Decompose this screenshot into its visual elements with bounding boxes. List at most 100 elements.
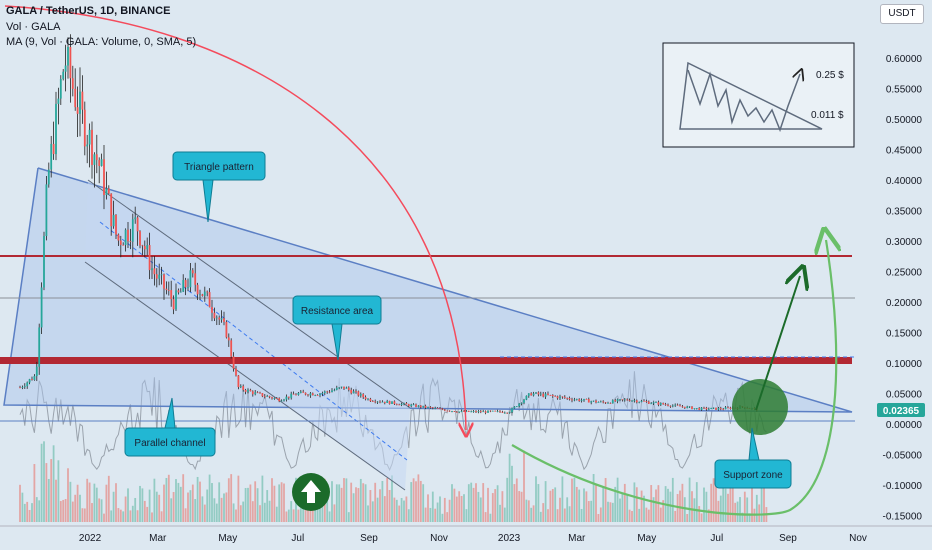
x-tick-label: Jul xyxy=(710,533,723,544)
volume-bar xyxy=(31,503,33,522)
candle-body xyxy=(328,391,331,393)
volume-bar xyxy=(467,484,470,522)
volume-bar xyxy=(417,474,420,522)
candle-body xyxy=(194,273,197,285)
volume-bar xyxy=(290,501,293,522)
volume-bar xyxy=(520,491,523,522)
volume-bar xyxy=(458,491,461,522)
volume-bar xyxy=(647,509,650,522)
candle-body xyxy=(429,406,432,408)
volume-bar xyxy=(679,490,681,522)
candle-body xyxy=(549,394,552,396)
candle-body xyxy=(287,396,290,398)
currency-button[interactable]: USDT xyxy=(880,4,924,24)
candle-body xyxy=(335,387,338,390)
volume-bar xyxy=(539,511,542,522)
candle-body xyxy=(611,400,614,404)
candle-body xyxy=(676,404,679,406)
candle-body xyxy=(350,389,353,394)
candle-body xyxy=(278,398,281,402)
volume-bar xyxy=(278,484,281,522)
candle-body xyxy=(542,393,545,397)
candle-body xyxy=(448,410,451,412)
symbol-title[interactable]: GALA / TetherUS, 1D, BINANCE xyxy=(6,5,171,17)
volume-bar xyxy=(623,483,626,522)
volume-bar xyxy=(52,445,55,522)
volume-bar xyxy=(191,484,194,522)
volume-bar xyxy=(203,504,206,522)
volume-bar xyxy=(244,487,247,522)
volume-bar xyxy=(746,497,749,522)
y-tick-label: 0.00000 xyxy=(886,420,923,431)
candle-body xyxy=(199,294,201,296)
volume-bar xyxy=(88,482,91,522)
volume-bar xyxy=(585,491,588,522)
volume-bar xyxy=(595,483,597,522)
x-tick-label: May xyxy=(637,533,656,544)
candle-body xyxy=(707,408,710,410)
volume-bar xyxy=(621,492,624,522)
volume-bar xyxy=(364,484,367,522)
volume-bar xyxy=(710,483,713,522)
candle-body xyxy=(621,399,624,401)
volume-bar xyxy=(465,509,468,522)
volume-bar xyxy=(218,482,221,522)
candle-body xyxy=(683,406,686,409)
support-zone-label: Support zone xyxy=(723,470,783,481)
volume-bar xyxy=(496,485,499,522)
volume-bar xyxy=(563,508,566,522)
time-axis[interactable]: 2022 Mar May Jul Sep Nov 2023 Mar May Jul Sep Nov xyxy=(79,533,867,544)
candle-body xyxy=(559,396,561,399)
candle-body xyxy=(38,327,41,367)
candle-body xyxy=(311,393,314,396)
volume-legend[interactable]: Vol · GALA xyxy=(6,21,61,33)
volume-layer xyxy=(19,441,768,522)
volume-bar xyxy=(681,483,684,522)
volume-bar xyxy=(760,480,763,522)
volume-bar xyxy=(331,481,333,522)
volume-bar xyxy=(599,507,602,522)
candle-body xyxy=(395,403,398,405)
volume-bar xyxy=(434,508,437,522)
volume-bar xyxy=(407,509,410,522)
volume-bar xyxy=(187,492,189,522)
y-tick-label: 0.15000 xyxy=(886,329,923,340)
volume-bar xyxy=(67,468,69,522)
candle-body xyxy=(71,78,74,89)
x-tick-label: Nov xyxy=(430,533,448,544)
volume-bar xyxy=(578,489,581,522)
candle-body xyxy=(59,79,62,99)
candle-body xyxy=(635,400,638,403)
volume-bar xyxy=(633,482,636,522)
volume-bar xyxy=(251,501,254,522)
candle-body xyxy=(191,270,194,274)
candle-body xyxy=(220,318,223,320)
volume-bar xyxy=(107,475,110,522)
volume-bar xyxy=(674,510,677,522)
volume-bar xyxy=(398,505,401,522)
volume-bar xyxy=(158,494,161,522)
volume-bar xyxy=(734,502,737,522)
y-tick-label: -0.15000 xyxy=(883,511,923,522)
volume-bar xyxy=(119,509,122,522)
volume-bar xyxy=(103,513,105,522)
candle-body xyxy=(43,236,45,288)
candle-body xyxy=(712,407,715,409)
candle-body xyxy=(535,392,537,394)
red-curve-arrow xyxy=(4,5,466,430)
volume-bar xyxy=(751,482,753,522)
volume-bar xyxy=(268,500,271,522)
candle-body xyxy=(158,274,161,279)
ma-legend[interactable]: MA (9, Vol · GALA: Volume, 0, SMA, 5) xyxy=(6,36,197,48)
volume-bar xyxy=(220,497,223,522)
candle-body xyxy=(218,317,221,320)
candle-body xyxy=(127,229,129,242)
candle-body xyxy=(105,188,108,196)
volume-bar xyxy=(763,487,765,522)
candle-body xyxy=(599,401,602,403)
green-curve-arrow xyxy=(511,240,836,516)
price-axis[interactable]: 0.60000 0.55000 0.50000 0.45000 0.40000 0.350… xyxy=(883,54,923,522)
y-tick-label: 0.25000 xyxy=(886,268,923,279)
candle-body xyxy=(477,411,480,413)
